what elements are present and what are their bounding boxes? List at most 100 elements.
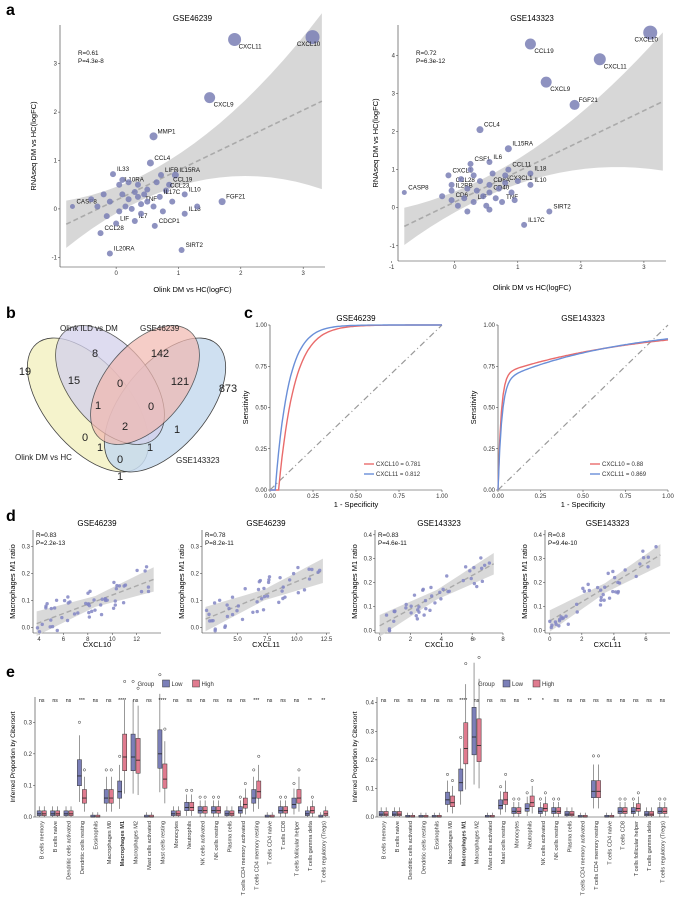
- correlation-chart-3: 0 2 4 6 8 0.0 0.1 0.2 0.3 0.4 CXCL10 Macrophages M1…: [350, 519, 505, 649]
- outlier-point: [636, 791, 640, 795]
- y-tick-label: 1: [392, 168, 396, 174]
- data-point: [480, 193, 487, 200]
- category-label: T cells CD4 memory activated: [581, 821, 587, 896]
- data-point: [116, 181, 123, 188]
- outlier-point: [446, 772, 449, 776]
- point-label: IL18: [189, 206, 202, 213]
- outlier-point: [459, 736, 463, 739]
- data-point: [163, 187, 169, 194]
- point-label: CXCL1: [452, 167, 473, 174]
- data-point: [548, 619, 552, 624]
- data-point: [412, 593, 417, 597]
- box: [310, 806, 315, 814]
- data-point: [409, 604, 413, 608]
- point-label: CXCL9: [214, 102, 235, 109]
- data-point: [441, 587, 445, 592]
- outlier-point: [185, 788, 189, 792]
- significance-label: ns: [407, 698, 413, 704]
- data-point: [654, 545, 658, 549]
- category-label: Neutrophils: [187, 821, 193, 849]
- significance-label: ns: [280, 698, 286, 704]
- confidence-band: [36, 567, 154, 636]
- point-label: IL6: [493, 154, 502, 161]
- x-tick-label: 0: [378, 637, 382, 643]
- data-point: [134, 193, 141, 200]
- data-point: [487, 561, 492, 565]
- data-point: [55, 628, 59, 633]
- data-point: [502, 172, 509, 179]
- y-axis-label: Inferred Proportion by Cibersort: [10, 711, 17, 802]
- data-point: [87, 603, 92, 608]
- significance-label: ***: [79, 698, 85, 704]
- data-point: [438, 590, 442, 595]
- stat-p: P=2.2e-13: [36, 540, 66, 547]
- chart-title: GSE143323: [586, 519, 630, 528]
- y-tick-label: 0.4: [534, 533, 543, 539]
- y-tick-label: 3: [392, 92, 396, 98]
- outlier-point: [504, 772, 508, 776]
- point-label: CXCL11: [239, 44, 262, 51]
- data-point: [144, 186, 151, 193]
- data-point: [424, 606, 428, 611]
- panel-label-d: d: [6, 508, 16, 525]
- legend-label: High: [202, 682, 214, 688]
- data-point: [470, 199, 477, 205]
- y-tick-label: 1.00: [483, 323, 495, 329]
- outlier-point: [257, 754, 261, 758]
- stat-p: P=8.2e-11: [205, 540, 234, 547]
- data-point: [422, 613, 426, 617]
- y-tick-label: 0.3: [191, 544, 200, 550]
- significance-label: **: [308, 698, 312, 704]
- x-tick-label: 0: [114, 271, 118, 277]
- box: [591, 780, 596, 798]
- data-point: [150, 203, 157, 210]
- data-point: [606, 571, 610, 576]
- stat-p: P=6.3e-12: [416, 58, 446, 65]
- data-point: [612, 575, 617, 580]
- x-tick-label: 10.0: [291, 637, 303, 643]
- category-label: T cells CD4 naive: [268, 821, 274, 865]
- x-axis-label: 1 - Specificity: [334, 500, 379, 509]
- data-point: [601, 592, 605, 597]
- venn-count: 873: [219, 383, 237, 395]
- data-point: [113, 220, 120, 227]
- data-point: [87, 610, 91, 615]
- outlier-point: [530, 779, 534, 783]
- data-point: [296, 591, 301, 595]
- data-point: [514, 178, 521, 185]
- data-point: [616, 580, 620, 585]
- data-point: [266, 580, 271, 585]
- significance-label: ns: [146, 698, 152, 704]
- venn-count: 0: [82, 432, 88, 444]
- box: [516, 807, 522, 814]
- chart-title: GSE143323: [417, 519, 461, 528]
- data-point: [141, 191, 148, 198]
- box: [617, 807, 623, 814]
- legend-label: High: [542, 682, 554, 688]
- box: [278, 806, 283, 814]
- data-point: [611, 569, 615, 574]
- outlier-point: [663, 797, 667, 801]
- data-point: [310, 567, 314, 572]
- y-axis-label: Macrophages M1 ratio: [520, 544, 529, 619]
- data-point: [479, 566, 484, 571]
- stat-p: P=4.3e-8: [78, 58, 104, 65]
- panel-label-a: a: [6, 2, 15, 19]
- venn-count: 142: [151, 348, 169, 360]
- data-point: [128, 205, 135, 212]
- venn-count: 1: [95, 400, 101, 412]
- significance-label: ns: [660, 698, 666, 704]
- data-point: [243, 587, 247, 591]
- data-point: [146, 585, 151, 589]
- stat-r: R=0.8: [548, 532, 565, 539]
- y-tick-label: 0.0: [364, 629, 373, 635]
- box: [649, 811, 654, 817]
- data-point: [159, 208, 166, 215]
- outlier-point: [217, 795, 220, 799]
- legend-label: Low: [172, 682, 184, 688]
- outlier-point: [297, 768, 301, 772]
- data-point: [566, 622, 570, 626]
- stat-r: R=0.83: [36, 532, 57, 539]
- y-axis-label: Macrophages M1 ratio: [177, 544, 186, 619]
- x-tick-label: 0.00: [264, 494, 276, 500]
